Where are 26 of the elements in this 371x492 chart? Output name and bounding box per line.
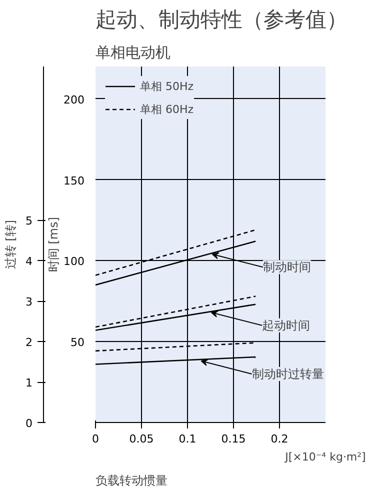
legend-label: 单相 50Hz [140, 78, 194, 94]
chart-title: 起动、制动特性（参考值） [96, 8, 348, 32]
y2-axis-title: 过转 [转] [4, 220, 18, 270]
annotation: 制动时间 [262, 260, 311, 274]
legend-label: 单相 60Hz [140, 102, 194, 116]
y-tick-label: 150 [64, 174, 85, 188]
y2-tick-label: 2 [26, 336, 32, 350]
chart-subtitle: 单相电动机 [96, 44, 170, 62]
annotation: 制动时过转量 [252, 366, 324, 381]
y-axis-title: 时间 [ms] [46, 216, 61, 272]
x-tick-label: 0.2 [270, 432, 288, 446]
y2-tick-label: 3 [26, 296, 32, 309]
annotation: 起动时间 [262, 318, 310, 332]
y2-tick-label: 1 [26, 376, 32, 390]
x-axis-title: J[×10⁻⁴ kg·m²] [284, 450, 366, 464]
y-tick-label: 50 [70, 336, 85, 350]
y2-tick-label: 0 [26, 417, 32, 430]
x-tick-label: 0.15 [221, 432, 246, 446]
x-tick-label: 0 [92, 432, 99, 446]
y-tick-label: 200 [64, 93, 85, 106]
y2-tick-label: 4 [26, 255, 32, 268]
y-tick-label: 100 [64, 255, 85, 268]
x-tick-label: 0.1 [178, 432, 196, 446]
y2-tick-label: 5 [26, 214, 32, 228]
text: 负载转动惯量 [96, 474, 168, 488]
x-tick-label: 0.05 [129, 432, 154, 446]
